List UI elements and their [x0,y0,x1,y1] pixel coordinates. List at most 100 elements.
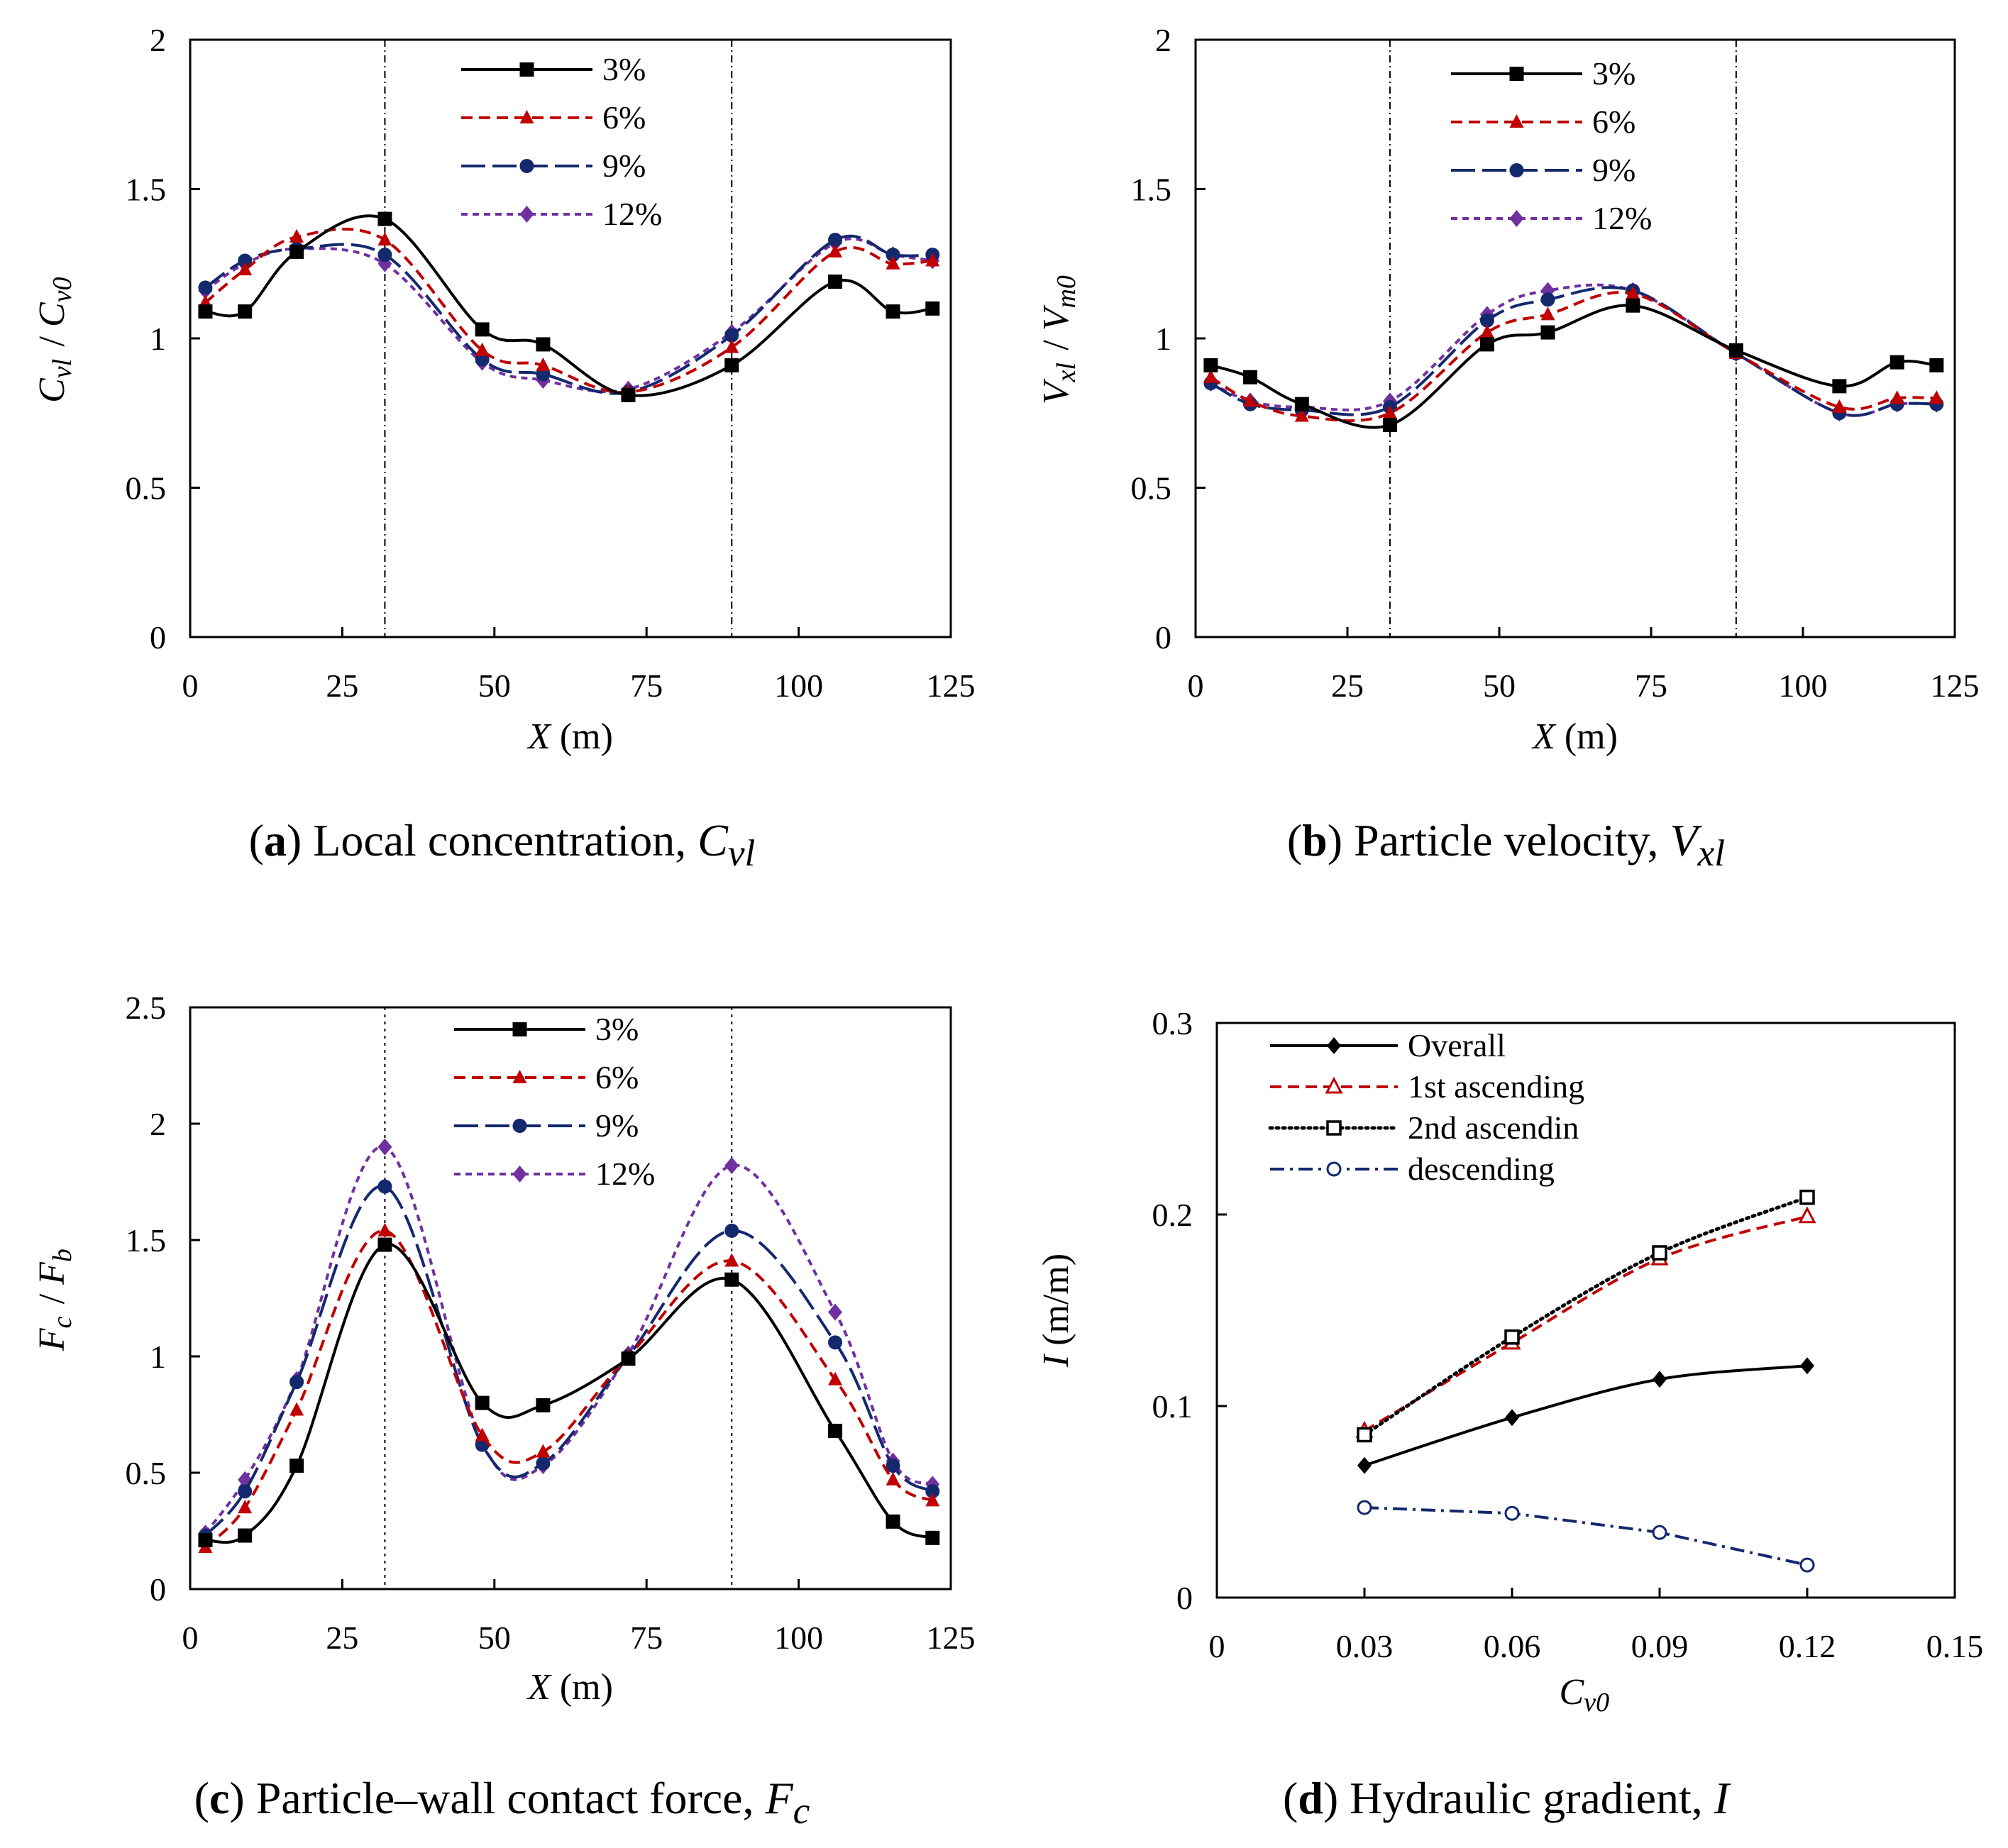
chart-c-ytick-label: 1 [150,1339,166,1375]
chart-a-ytick-label: 0.5 [126,470,167,507]
chart-a-ylabel-part: vl [48,359,77,378]
chart-d-xlabel: Cv0 [1560,1672,1613,1717]
chart-c-data-point [377,1138,392,1156]
caption-a: (a) Local concentration, Cvl [248,815,756,874]
chart-b-xtick-label: 25 [1331,668,1364,704]
chart-d-legend-marker [1326,1120,1342,1136]
chart-d-data-point [1652,1525,1667,1540]
chart-d-xtick-label: 0.09 [1631,1628,1689,1664]
chart-c-series-line [205,1243,934,1544]
chart-c-data-point [886,1459,900,1473]
chart-a-data-point [828,233,843,248]
chart-c-series-2 [198,1222,940,1553]
chart-d-series-line [1362,1195,1809,1437]
chart-b-data-point [1294,408,1309,422]
chart-a-xlabel: X (m) [526,716,613,757]
chart-a-xtick-label: 75 [630,668,663,704]
chart-a-xtick-label: 50 [478,668,511,704]
chart-c-ytick-label: 2 [150,1106,166,1142]
chart-b-ylabel-part: V [1036,378,1076,404]
chart-a-legend-marker [519,206,534,223]
caption-c: (c) Particle–wall contact force, Fc [194,1773,810,1832]
chart-b-data-point [1626,298,1640,313]
chart-d-xtick-label: 0.15 [1926,1628,1984,1664]
chart-a-legend-marker [519,110,534,123]
chart-c-ylabel-part: b [48,1249,77,1262]
chart-c-data-point [238,1484,253,1499]
chart-c-data-point [724,1253,739,1267]
chart-d-ylabel-part: (m/m) [1036,1254,1076,1355]
chart-c-data-point [724,1157,739,1175]
chart-a-data-point [475,322,490,337]
chart-a-data-point [536,337,551,352]
chart-a-series-3 [198,211,940,402]
caption-d-symbol: I [1714,1773,1730,1823]
chart-a-data-point [536,357,551,371]
caption-b: (b) Particle velocity, Vxl [1286,815,1726,874]
chart-c-legend-label: 3% [595,1011,639,1047]
chart-b-data-point [1728,343,1743,358]
chart-c-series-line [204,1145,934,1534]
chart-a-ylabel-part: / [32,327,72,355]
chart-c-legend-marker [512,1022,527,1036]
chart-b-ylabel-part: m0 [1052,275,1081,308]
chart-c-data-point [536,1398,551,1412]
chart-d-ytick-label: 0 [1176,1580,1193,1616]
chart-d-legend: descending 2nd ascendin 1st ascending Overa… [1268,1027,1584,1187]
chart-c-xtick-label: 125 [927,1620,976,1656]
chart-c-data-point [377,1237,392,1252]
chart-c-data-point [886,1514,900,1529]
chart-a-xtick-label: 25 [326,668,358,704]
chart-c-ylabel-part: c [48,1317,77,1329]
caption-a-symbol: C [697,815,728,865]
chart-a-legend-label: 6% [602,99,646,135]
chart-b-legend-marker [1509,114,1524,128]
chart-b-legend-label: 6% [1592,104,1635,140]
chart-d-ytick-label: 0.3 [1152,1005,1193,1041]
caption-d-text: Hydraulic gradient, [1350,1773,1703,1823]
chart-a-series-line [204,228,933,394]
chart-d-data-point [1357,1500,1372,1515]
chart-d-legend-label: Overall [1408,1027,1506,1063]
caption-b-sub: xl [1697,831,1726,874]
chart-c-data-point [536,1456,551,1471]
chart-b-series-0 [1203,282,1944,422]
chart-c-data-point [377,1222,392,1236]
chart-d-legend-marker [1327,1037,1341,1054]
chart-c-ylabel-part: F [32,1261,72,1285]
chart-b-legend-marker [1509,163,1524,177]
chart-a-xlabel-part: (m) [551,716,613,757]
chart-c-xlabel: X (m) [526,1667,613,1708]
chart-b-legend-label: 3% [1592,55,1635,92]
chart-a-xlabel-part: X [526,716,552,757]
chart-b-data-point [1890,390,1904,404]
caption-c-sub: c [793,1788,810,1832]
chart-d-legend-label: 1st ascending [1408,1068,1584,1105]
chart-c-data-point [828,1335,843,1350]
caption-a-letter: a [263,815,287,865]
chart-c-xtick-label: 50 [478,1620,511,1656]
chart-c-series-line [204,1229,934,1549]
chart-c-svg: 0 0.5 1 1.5 2 2.5 0 25 50 75 100 125 3% 6% 9% 12% X (m) F… [32,990,976,1708]
chart-c-series-1 [198,1179,940,1543]
chart-a-data-point [377,248,392,262]
chart-a-ytick-label: 2 [150,22,166,58]
chart-a-data-point [377,211,392,226]
chart-d-xlabel-part: C [1560,1672,1585,1713]
chart-d-series-line [1364,1364,1808,1467]
chart-a-data-point [289,244,304,259]
chart-c-data-point [238,1528,253,1543]
chart-c-xtick-label: 25 [326,1620,358,1656]
chart-b-ytick-label: 1.5 [1131,172,1172,208]
chart-c-xtick-label: 0 [182,1620,199,1656]
chart-c-data-point [925,1493,940,1507]
chart-a-data-point [886,304,900,319]
chart-b-svg: 0 0.5 1 1.5 2 0 25 50 75 100 125 3% 6% 9% 12% X (m) Vxl … [1036,22,1980,757]
chart-b-series-3 [1203,298,1944,433]
chart-a-data-point [724,339,739,353]
chart-b-data-point [1243,393,1258,407]
chart-d-series-line [1363,1215,1808,1432]
chart-a-xtick-label: 100 [774,668,823,704]
chart-a-ylabel-part: C [32,301,72,327]
chart-c-data-point [724,1223,739,1238]
